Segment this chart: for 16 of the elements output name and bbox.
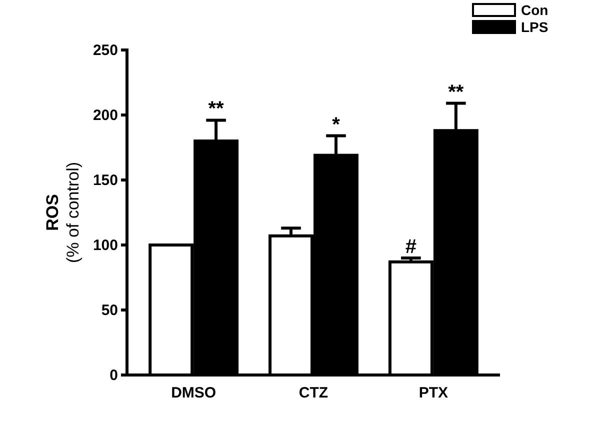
annotation: * (332, 114, 340, 136)
x-tick-label: PTX (418, 384, 448, 402)
y-tick-label: 150 (92, 172, 118, 189)
y-tick-label: 50 (101, 302, 118, 319)
y-tick-label: 0 (110, 366, 118, 384)
annotation: ** (448, 81, 464, 104)
legend-label: LPS (521, 19, 548, 35)
y-axis-title: ROS (% of control) (43, 162, 82, 264)
legend-label: Con (521, 2, 548, 18)
annotation: # (405, 236, 417, 258)
y-tick-label: 100 (92, 236, 118, 254)
y-tick-label: 200 (92, 106, 118, 124)
x-tick-label: DMSO (171, 384, 216, 402)
y-tick-label: 250 (92, 42, 118, 59)
x-tick-label: CTZ (298, 384, 328, 402)
annotation: ** (208, 98, 224, 120)
